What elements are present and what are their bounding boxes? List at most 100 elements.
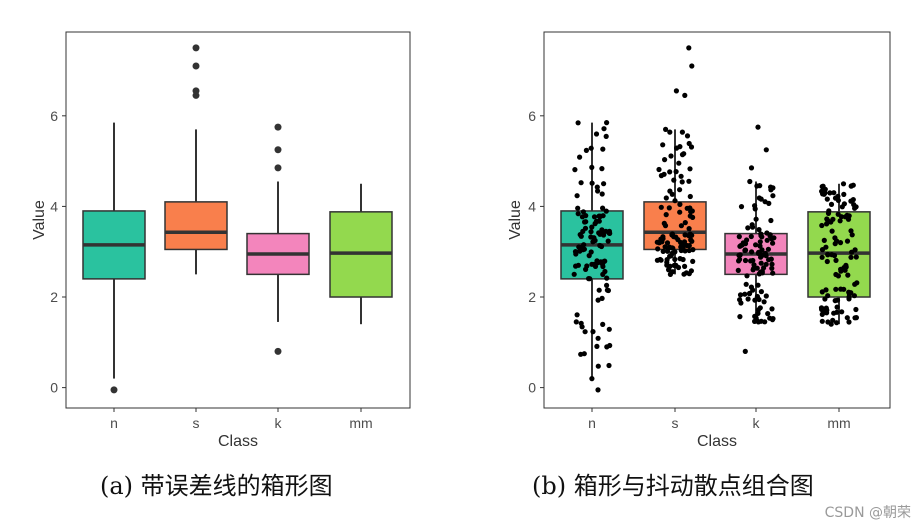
- jitter-point: [599, 191, 605, 197]
- outlier-point: [274, 164, 282, 172]
- panel-b-boxplot-jitter: 0 2 4 6 n s k mm Class Value: [507, 31, 891, 450]
- y-tick-label: 4: [528, 198, 536, 214]
- jitter-point: [825, 252, 831, 258]
- jitter-point: [595, 188, 601, 194]
- jitter-point: [824, 221, 830, 227]
- jitter-point: [744, 237, 750, 243]
- x-tick-label: s: [672, 415, 679, 431]
- jitter-point: [669, 191, 675, 197]
- jitter-point: [572, 167, 578, 173]
- jitter-point: [688, 237, 694, 243]
- jitter-point: [832, 235, 838, 241]
- jitter-point: [574, 193, 580, 199]
- panel-a-boxplot: 0 2 4 6 n s k mm Class Value: [31, 31, 411, 450]
- jitter-point: [684, 133, 691, 139]
- jitter-point: [604, 120, 610, 126]
- jitter-point: [752, 206, 758, 212]
- watermark: CSDN @朝荣: [824, 505, 911, 521]
- jitter-point: [677, 187, 683, 193]
- jitter-point: [753, 216, 759, 222]
- jitter-point: [742, 291, 748, 297]
- jitter-point: [821, 237, 827, 243]
- jitter-point: [687, 231, 693, 237]
- jitter-point: [753, 242, 759, 248]
- jitter-point: [763, 293, 769, 299]
- jitter-point: [831, 190, 837, 196]
- jitter-point: [830, 317, 836, 323]
- outlier-point: [274, 123, 282, 131]
- jitter-point: [686, 247, 692, 254]
- jitter-point: [667, 169, 673, 175]
- jitter-point: [600, 213, 606, 219]
- jitter-point: [607, 342, 613, 349]
- jitter-point: [737, 297, 743, 303]
- x-tick-label: k: [275, 415, 283, 431]
- jitter-point: [853, 306, 859, 313]
- jitter-point: [584, 263, 590, 269]
- jitter-point: [606, 326, 612, 332]
- jitter-point: [754, 265, 760, 271]
- jitter-point: [831, 310, 837, 316]
- jitter-point: [841, 191, 847, 197]
- jitter-point: [604, 275, 610, 281]
- y-tick-label: 0: [528, 380, 536, 396]
- jitter-point: [762, 199, 768, 205]
- jitter-point: [832, 195, 839, 201]
- jitter-point: [589, 261, 595, 267]
- jitter-point: [677, 256, 683, 262]
- x-tick-label: mm: [827, 415, 850, 431]
- jitter-point: [688, 144, 695, 150]
- jitter-point: [737, 292, 744, 298]
- jitter-point: [823, 287, 829, 293]
- jitter-point: [595, 387, 601, 393]
- jitter-point: [581, 351, 587, 357]
- jitter-point: [686, 226, 692, 232]
- jitter-point: [748, 165, 755, 171]
- jitter-point: [672, 256, 678, 262]
- jitter-point: [682, 263, 688, 269]
- jitter-point: [743, 281, 749, 287]
- jitter-point: [602, 268, 608, 275]
- jitter-point: [742, 247, 749, 253]
- jitter-point: [658, 173, 665, 179]
- jitter-point: [688, 268, 695, 274]
- jitter-point: [744, 273, 750, 279]
- jitter-point: [737, 256, 743, 262]
- jitter-point: [820, 306, 826, 312]
- panel-b-x-ticks: n s k mm: [588, 408, 851, 431]
- jitter-point: [578, 233, 584, 239]
- jitter-point: [833, 286, 839, 292]
- jitter-point: [852, 247, 858, 253]
- jitter-point: [664, 240, 671, 246]
- jitter-point: [819, 254, 825, 260]
- outlier-point: [110, 386, 118, 394]
- jitter-point: [758, 260, 764, 266]
- box-k: [246, 123, 310, 355]
- jitter-point: [595, 363, 601, 369]
- jitter-point: [595, 335, 601, 341]
- jitter-point: [764, 237, 770, 243]
- jitter-point: [822, 190, 828, 196]
- jitter-point: [583, 219, 589, 225]
- jitter-point: [750, 224, 756, 230]
- jitter-point: [678, 173, 684, 179]
- x-tick-label: mm: [349, 415, 372, 431]
- jitter-point: [824, 196, 830, 202]
- jitter-point: [853, 254, 859, 260]
- jitter-point: [848, 254, 854, 260]
- jitter-point: [586, 276, 592, 282]
- jitter-point: [748, 258, 754, 264]
- jitter-point: [682, 232, 688, 238]
- jitter-point: [758, 231, 764, 237]
- y-tick-label: 6: [528, 108, 536, 124]
- jitter-point: [689, 63, 695, 69]
- jitter-point: [824, 307, 830, 313]
- jitter-point: [764, 230, 770, 236]
- jitter-point: [600, 146, 606, 152]
- jitter-point: [573, 251, 579, 257]
- box-iqr: [164, 201, 228, 251]
- jitter-point: [851, 293, 858, 299]
- jitter-point: [679, 179, 685, 185]
- jitter-point: [745, 296, 751, 302]
- jitter-point: [673, 169, 679, 175]
